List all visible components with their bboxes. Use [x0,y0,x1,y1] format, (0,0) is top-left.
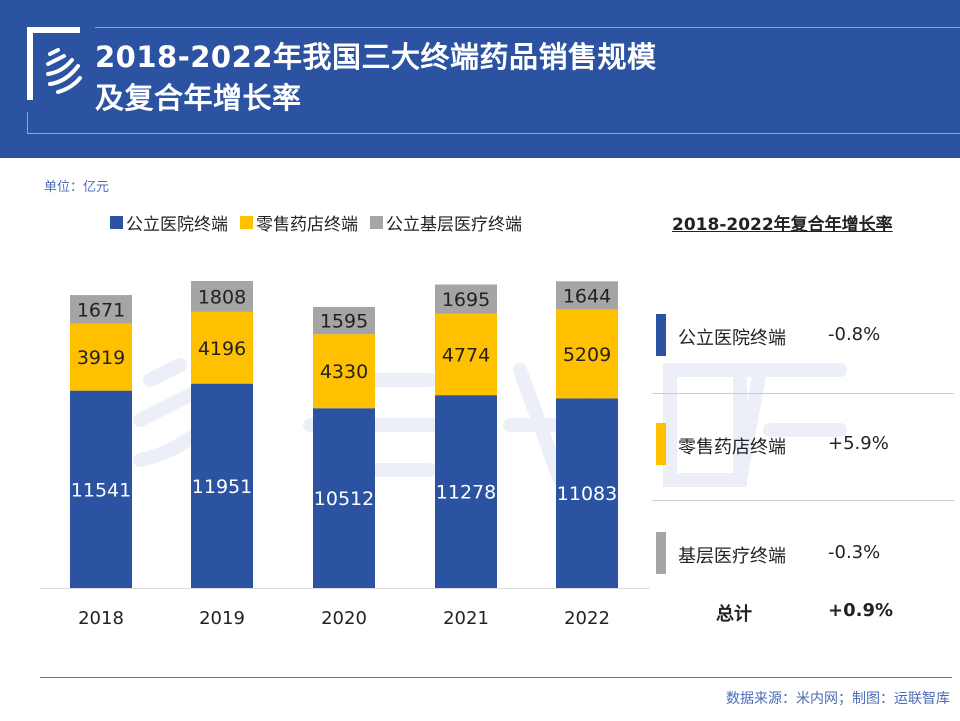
bar-segment [435,395,497,588]
divider [652,393,954,394]
cagr-title: 2018-2022年复合年增长率 [672,215,893,235]
logo-icon [46,48,82,94]
cagr-color-bar [656,423,666,465]
x-axis-line [40,588,650,589]
divider [652,500,954,501]
data-label: 4196 [198,338,246,360]
bar-segment [70,295,132,324]
bar-segment [313,334,375,409]
data-label: 3919 [77,347,125,369]
frame-line [27,112,960,134]
data-label: 11951 [192,476,252,498]
cagr-row: 零售药店终端 +5.9% [656,423,956,465]
bar-segment [556,281,618,310]
legend-swatch [370,216,383,229]
cagr-total-value: +0.9% [828,600,894,621]
x-tick-label: 2020 [321,608,367,629]
cagr-label: 公立医院终端 [678,328,786,349]
bar-segment [313,306,375,335]
data-label: 11083 [557,483,617,505]
frame-line [95,27,960,28]
bar-segment [70,390,132,588]
x-tick-label: 2021 [443,608,489,629]
legend-swatch [240,216,253,229]
data-label: 11541 [71,479,131,501]
stacked-bar-chart: 11541 3919 1671 2018 11951 4196 1808 2019 10512 4… [70,280,618,629]
legend-item: 零售药店终端 [240,210,358,235]
cagr-value: -0.8% [828,324,881,345]
x-tick-label: 2019 [199,608,245,629]
cagr-total-row: 总计 +0.9% [656,590,956,632]
legend-item: 公立基层医疗终端 [370,210,522,235]
data-label: 1808 [198,286,246,308]
cagr-total-label: 总计 [716,604,752,625]
x-tick-label: 2022 [564,608,610,629]
bar-segment [70,323,132,391]
cagr-value: +5.9% [828,433,889,454]
x-tick-label: 2018 [78,608,124,629]
data-label: 1695 [442,289,490,311]
cagr-label: 零售药店终端 [678,437,786,458]
data-label: 1671 [77,299,125,321]
legend-item: 公立医院终端 [110,210,228,235]
cagr-row: 公立医院终端 -0.8% [656,314,956,356]
legend-swatch [110,216,123,229]
page-subtitle: 及复合年增长率 [95,81,302,115]
legend-label: 公立医院终端 [126,215,228,235]
header-banner: 2018-2022年我国三大终端药品销售规模 及复合年增长率 [0,0,960,158]
legend: 公立医院终端 零售药店终端 公立基层医疗终端 [110,210,522,235]
cagr-color-bar [656,314,666,356]
cagr-color-bar [656,532,666,574]
data-label: 4330 [320,361,368,383]
bar-segment [191,311,253,384]
bar-segment [435,284,497,314]
footer-divider [40,677,952,678]
data-label: 1595 [320,311,368,333]
legend-label: 零售药店终端 [256,215,358,235]
legend-label: 公立基层医疗终端 [386,215,522,235]
data-label: 4774 [442,344,490,366]
bar-segment [435,313,497,396]
cagr-value: -0.3% [828,542,881,563]
unit-label: 单位：亿元 [44,180,110,195]
data-label: 11278 [436,482,496,504]
data-label: 10512 [314,488,374,510]
bar-segment [556,398,618,588]
bar-segment [313,408,375,588]
cagr-label: 基层医疗终端 [678,546,786,567]
bar-segment [191,383,253,588]
page-title: 2018-2022年我国三大终端药品销售规模 [95,40,657,74]
data-label: 5209 [563,344,611,366]
frame-corner [27,27,80,100]
bar-segment [556,309,618,399]
bar-segment [191,280,253,312]
cagr-row: 基层医疗终端 -0.3% [656,532,956,574]
source-note: 数据来源：米内网；制图：运联智库 [726,691,950,707]
data-label: 1644 [563,285,611,307]
